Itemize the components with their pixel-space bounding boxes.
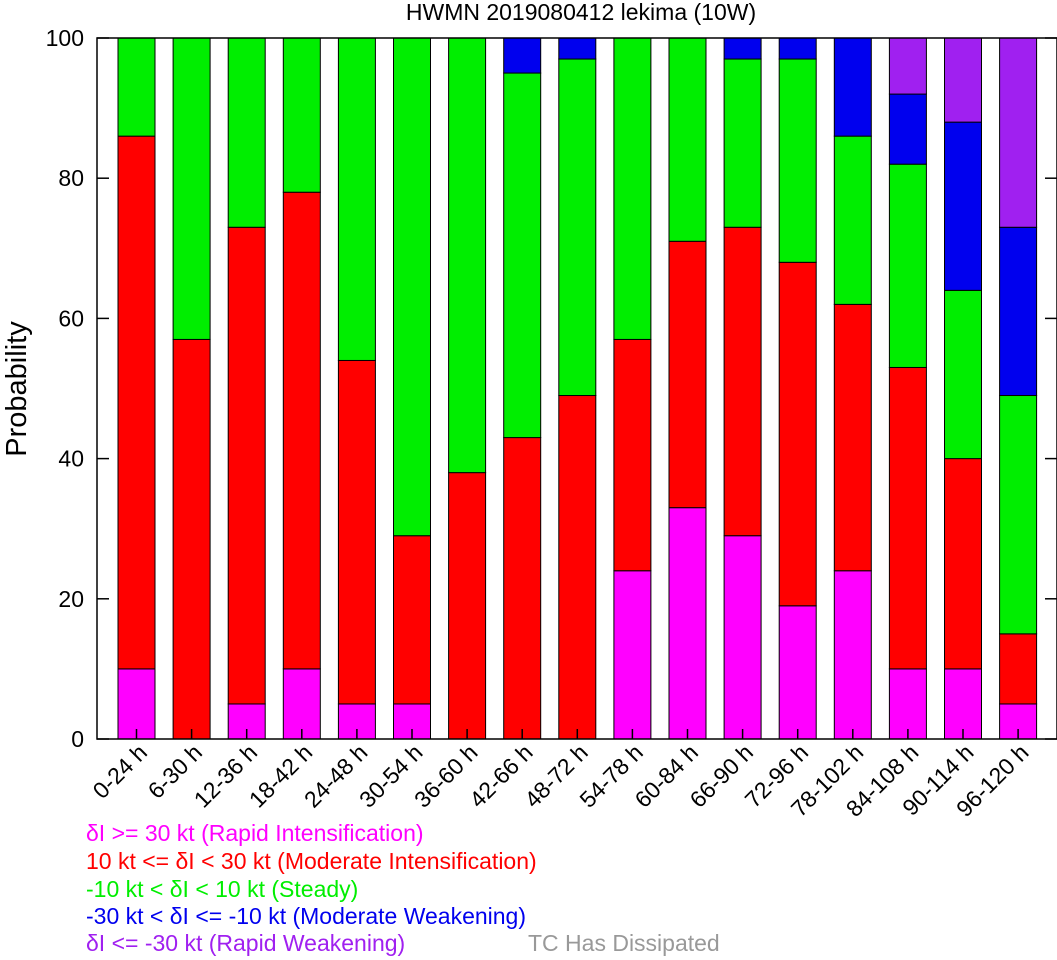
- bar-segment-s3-c15: [944, 121, 982, 291]
- bar-segment-s3-c13: [833, 37, 872, 137]
- bar-segment-s2-c15: [944, 289, 982, 460]
- bar-segment-s0-c14: [888, 668, 927, 740]
- bar-segment-s1-c5: [393, 535, 431, 705]
- bar-segment-s3-c11: [723, 37, 762, 60]
- bar-segment-s1-c8: [558, 395, 597, 740]
- bar-segment-s3-c12: [778, 37, 817, 60]
- bar-segment-s3-c8: [558, 37, 597, 60]
- bar-segment-s1-c9: [613, 338, 652, 572]
- bars-layer: [117, 37, 1038, 740]
- bar-segment-s2-c0: [117, 37, 156, 137]
- bar-segment-s3-c14: [888, 93, 927, 165]
- legend-rapid-weakening: δI <= -30 kt (Rapid Weakening): [86, 930, 406, 956]
- bar-segment-s2-c14: [888, 163, 927, 368]
- bar-segment-s0-c15: [944, 668, 982, 740]
- bar-segment-s1-c0: [117, 135, 156, 670]
- bar-segment-s2-c11: [723, 58, 762, 228]
- y-tick-label-3: 60: [58, 305, 84, 331]
- x-tick-labels: 0-24 h6-30 h12-36 h18-42 h24-48 h30-54 h…: [88, 739, 1034, 822]
- bar-segment-s1-c16: [999, 633, 1038, 705]
- bar-segment-s2-c6: [448, 37, 487, 474]
- bar-segment-s2-c13: [833, 135, 872, 305]
- bar-segment-s2-c5: [393, 37, 431, 537]
- legend-moderate-weakening: -30 kt < δI <= -10 kt (Moderate Weakenin…: [86, 903, 527, 929]
- bar-segment-s4-c14: [888, 37, 927, 95]
- y-tick-label-4: 80: [58, 165, 84, 191]
- bar-segment-s2-c1: [172, 37, 211, 340]
- bar-segment-s0-c9: [613, 570, 652, 740]
- legend-steady: -10 kt < δI < 10 kt (Steady): [86, 876, 359, 902]
- bar-segment-s1-c6: [448, 472, 487, 740]
- y-tick-label-2: 40: [58, 446, 84, 472]
- y-tick-label-5: 100: [46, 25, 84, 51]
- axes-layer: 0 20 40 60 80 100: [46, 25, 1057, 752]
- bar-segment-s4-c15: [944, 37, 982, 123]
- legend-rapid-intensification: δI >= 30 kt (Rapid Intensification): [86, 820, 424, 846]
- bar-segment-s1-c1: [172, 338, 211, 740]
- x-tick-label-0: 0-24 h: [88, 739, 153, 804]
- bar-segment-s2-c9: [613, 37, 652, 340]
- legend-moderate-intensification: 10 kt <= δI < 30 kt (Moderate Intensific…: [86, 848, 537, 874]
- bar-segment-s1-c3: [282, 191, 321, 670]
- bar-segment-s0-c13: [833, 570, 872, 740]
- bar-segment-s2-c16: [999, 395, 1038, 635]
- bar-segment-s2-c8: [558, 58, 597, 397]
- bar-segment-s0-c10: [668, 507, 707, 740]
- bar-segment-s1-c15: [944, 458, 982, 670]
- bar-segment-s2-c7: [503, 72, 542, 439]
- bar-segment-s0-c3: [282, 668, 321, 740]
- bar-segment-s1-c13: [833, 303, 872, 572]
- bar-segment-s1-c11: [723, 226, 762, 537]
- bar-segment-s1-c7: [503, 437, 542, 740]
- bar-segment-s1-c4: [337, 359, 376, 705]
- bar-segment-s1-c12: [778, 261, 817, 607]
- y-axis-label: Probability: [1, 321, 33, 457]
- y-tick-label-0: 0: [71, 726, 84, 752]
- bar-segment-s0-c11: [723, 535, 762, 740]
- bar-segment-s3-c16: [999, 226, 1038, 397]
- bar-segment-s2-c3: [282, 37, 321, 193]
- bar-segment-s0-c12: [778, 605, 817, 740]
- bar-segment-s4-c16: [999, 37, 1038, 228]
- bar-segment-s1-c14: [888, 366, 927, 670]
- chart-title: HWMN 2019080412 lekima (10W): [406, 0, 756, 25]
- bar-segment-s2-c2: [227, 37, 266, 228]
- legend-tc-dissipated: TC Has Dissipated: [528, 930, 720, 956]
- bar-segment-s3-c7: [503, 37, 542, 74]
- y-tick-label-1: 20: [58, 586, 84, 612]
- bar-segment-s0-c0: [117, 668, 156, 740]
- bar-segment-s1-c10: [668, 240, 707, 509]
- bar-segment-s2-c10: [668, 37, 707, 242]
- bar-segment-s1-c2: [227, 226, 266, 705]
- bar-segment-s2-c4: [337, 37, 376, 361]
- bar-segment-s2-c12: [778, 58, 817, 263]
